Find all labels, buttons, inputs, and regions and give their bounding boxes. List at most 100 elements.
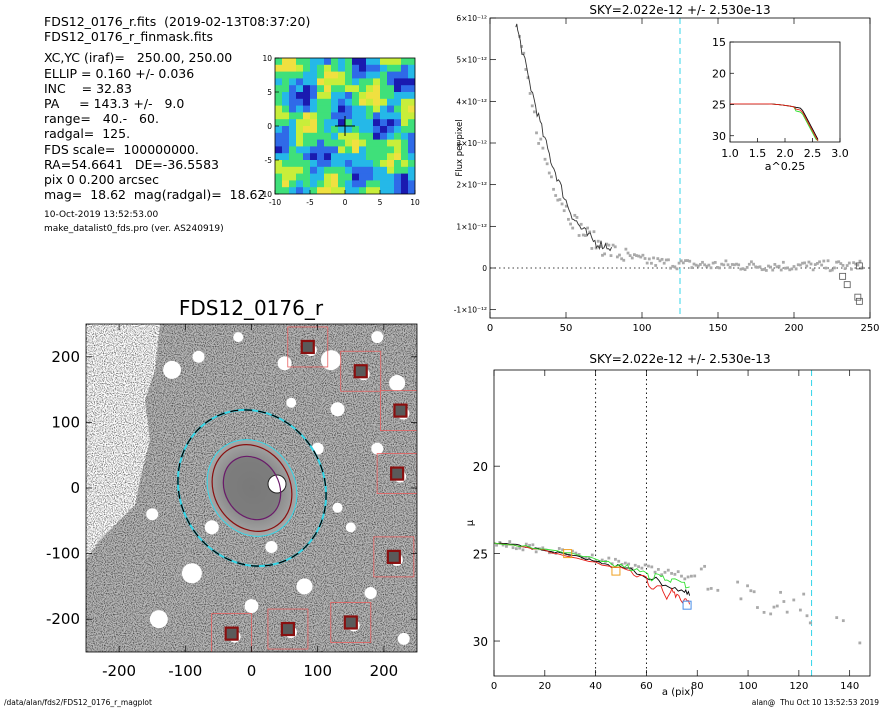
flux-point bbox=[743, 268, 747, 272]
thumbnail-cell bbox=[338, 92, 346, 100]
thumbnail-cell bbox=[282, 85, 290, 93]
thumbnail-cell bbox=[380, 160, 388, 168]
thumbnail-cell bbox=[275, 92, 283, 100]
thumbnail-cell bbox=[352, 64, 360, 73]
mu-xtick-label: 120 bbox=[789, 681, 808, 692]
inset-ytick-label: 25 bbox=[712, 99, 726, 112]
flux-point bbox=[818, 260, 821, 264]
thumbnail-cell bbox=[303, 105, 311, 113]
thumbnail-cell bbox=[324, 139, 332, 147]
flux-point bbox=[526, 76, 530, 80]
flux-outlier bbox=[855, 297, 863, 305]
flux-ytick-label: 3×10⁻¹² bbox=[456, 139, 487, 148]
flux-point bbox=[611, 243, 615, 247]
thumbnail-cell bbox=[324, 187, 332, 194]
flux-point bbox=[786, 266, 790, 270]
thumbnail-cell bbox=[394, 119, 402, 127]
thumbnail-cell bbox=[317, 173, 325, 181]
thumbnail-cell bbox=[359, 139, 367, 147]
thumbnail-cell bbox=[338, 166, 346, 175]
thumbnail-cell bbox=[289, 58, 297, 66]
thumbnail-cell bbox=[331, 119, 339, 127]
thumbnail-cell bbox=[303, 92, 311, 100]
source-mask-outer bbox=[376, 453, 417, 494]
thumbnail-cell bbox=[366, 187, 374, 194]
thumbnail-cell bbox=[310, 119, 318, 127]
flux-plot: SKY=2.022e-12 +/- 2.530e-13 Flux per pix… bbox=[454, 3, 880, 334]
flux-point bbox=[550, 175, 553, 179]
thumbnail-cell bbox=[352, 153, 360, 161]
mask-hole bbox=[181, 563, 202, 584]
mask-hole bbox=[286, 397, 297, 408]
thumbnail-cell bbox=[324, 112, 332, 120]
thumbnail-cell bbox=[303, 180, 311, 188]
thumbnail-cell bbox=[282, 146, 290, 154]
flux-point bbox=[598, 245, 602, 249]
thumbnail-cell bbox=[338, 112, 346, 120]
flux-point bbox=[571, 226, 575, 230]
thumbnail-cell bbox=[401, 78, 409, 86]
mu-point bbox=[534, 550, 538, 554]
thumbnail-cell bbox=[387, 71, 395, 79]
thumbnail-cell bbox=[359, 58, 367, 66]
thumbnail-cell bbox=[289, 160, 297, 168]
range-ellipse-inner bbox=[222, 455, 282, 521]
flux-point bbox=[603, 252, 607, 256]
thumbnail-cell bbox=[359, 153, 367, 161]
flux-xtick-label: 150 bbox=[708, 323, 727, 334]
image-ytick-label: 0 bbox=[70, 479, 80, 497]
thumbnail-cell bbox=[345, 64, 353, 73]
flux-point bbox=[637, 254, 641, 258]
thumbnail-cell bbox=[345, 132, 353, 141]
info-param: INC = 32.83 bbox=[44, 80, 132, 96]
mu-point bbox=[673, 572, 677, 576]
source-mask-inner bbox=[224, 626, 239, 641]
flux-point bbox=[724, 259, 728, 263]
thumbnail-cell bbox=[331, 112, 339, 120]
thumbnail-cell bbox=[387, 64, 395, 73]
mu-point bbox=[498, 541, 502, 544]
thumbnail-cell bbox=[338, 98, 346, 107]
flux-ytick-label: 0 bbox=[482, 264, 487, 273]
mu-series-red bbox=[493, 542, 691, 605]
thumbnail-cell bbox=[359, 85, 367, 93]
thumbnail-cell bbox=[296, 71, 304, 79]
thumbnail-cell bbox=[352, 112, 360, 120]
flux-marks bbox=[490, 18, 870, 318]
thumbnail-cell bbox=[303, 166, 311, 175]
thumbnail-cell bbox=[401, 105, 409, 113]
thumbnail-cell bbox=[408, 119, 415, 127]
thumbnail-cell bbox=[303, 187, 311, 194]
mu-xtick-label: 20 bbox=[538, 681, 551, 692]
thumbnail-cell bbox=[401, 112, 409, 120]
flux-point bbox=[801, 261, 804, 265]
thumbnail-cell bbox=[380, 173, 388, 181]
thumbnail-pixels bbox=[275, 58, 415, 194]
mu-point bbox=[858, 641, 862, 645]
outer-ellipse bbox=[206, 439, 298, 537]
mu-point bbox=[808, 621, 812, 625]
thumbnail-cell bbox=[282, 153, 290, 161]
mu-point bbox=[706, 587, 710, 591]
info-date: 10-Oct-2019 13:52:53.00 bbox=[44, 210, 159, 221]
mu-point bbox=[686, 575, 690, 579]
thumbnail-cell bbox=[331, 64, 339, 73]
flux-point bbox=[713, 261, 717, 264]
thumbnail-cell bbox=[366, 132, 374, 141]
thumbnail-cell bbox=[387, 160, 395, 168]
thumbnail-cell bbox=[408, 166, 415, 175]
thumbnail-cell bbox=[275, 119, 283, 127]
flux-point bbox=[771, 268, 775, 272]
info-param: RA=54.6641 DE=-36.5583 bbox=[44, 156, 220, 172]
mu-point bbox=[779, 590, 782, 594]
thumbnail-cell bbox=[373, 139, 381, 147]
thumbnail-ytick-label: -10 bbox=[260, 190, 272, 199]
info-param: XC,YC (iraf)= 250.00, 250.00 bbox=[44, 50, 233, 66]
mu-point bbox=[683, 577, 687, 581]
flux-point bbox=[658, 259, 662, 263]
thumbnail-cell bbox=[289, 119, 297, 127]
star-mask bbox=[267, 474, 287, 494]
mu-point bbox=[633, 563, 637, 567]
flux-point bbox=[830, 268, 834, 272]
flux-point bbox=[660, 257, 664, 261]
